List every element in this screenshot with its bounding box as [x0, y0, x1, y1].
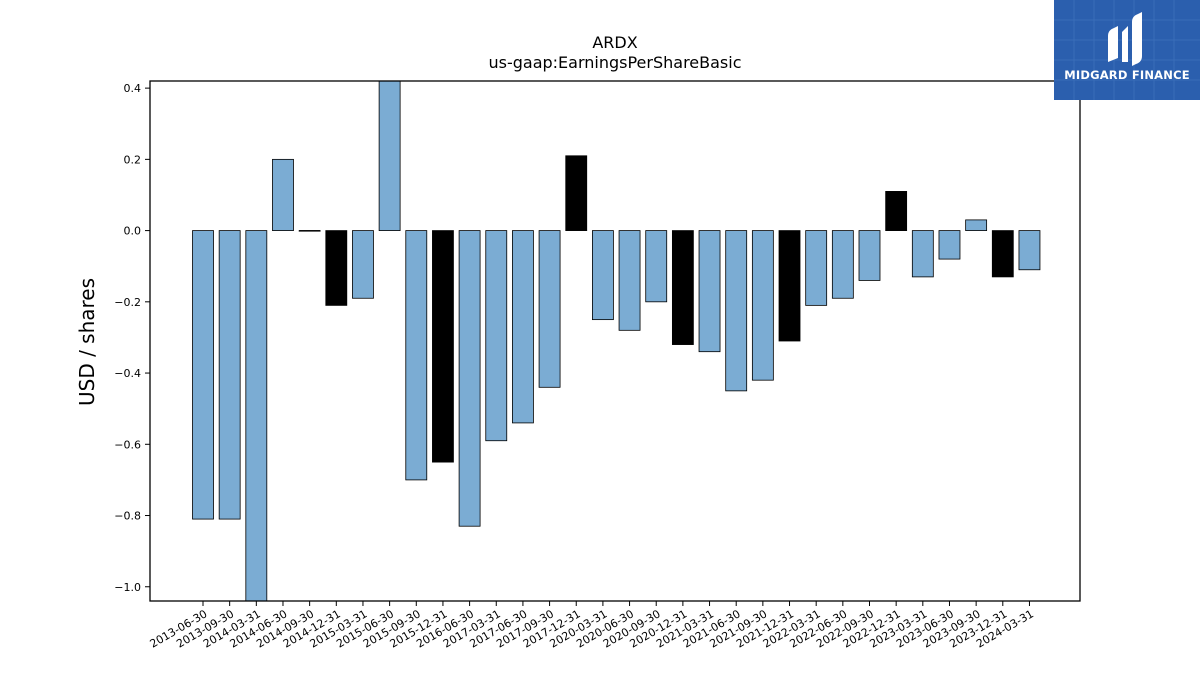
bar-2013-06-30	[192, 230, 214, 520]
bar-2013-09-30	[218, 230, 241, 520]
y-tick-label: −0.2	[114, 296, 141, 309]
chart-subtitle: us-gaap:EarningsPerShareBasic	[488, 53, 741, 72]
bar-2015-03-31	[352, 230, 374, 299]
bar-2015-06-30	[378, 80, 401, 231]
y-tick-label: 0.2	[124, 153, 142, 166]
bar-2017-12-31	[565, 155, 588, 231]
bar-2020-03-31	[592, 230, 614, 321]
x-axis: 2013-06-302013-09-302014-03-312014-06-30…	[148, 601, 1036, 651]
bar-2015-12-31	[432, 230, 454, 463]
bar-2021-09-30	[751, 230, 774, 381]
plot-frame	[149, 80, 1081, 602]
bar-2022-06-30	[831, 230, 854, 299]
bar-2022-12-31	[885, 191, 908, 231]
bar-2021-12-31	[778, 230, 801, 342]
bar-2020-06-30	[618, 230, 641, 331]
bar-2022-09-30	[858, 230, 881, 281]
bars-group	[192, 80, 1041, 602]
y-axis-label: USD / shares	[75, 278, 99, 406]
bar-2014-12-31	[325, 230, 348, 306]
bar-2014-03-31	[245, 230, 268, 602]
logo-mark-icon	[1108, 12, 1142, 66]
y-tick-label: −0.6	[114, 438, 141, 451]
bar-2023-12-31	[991, 230, 1014, 278]
bar-2022-03-31	[805, 230, 828, 306]
bar-2015-09-30	[405, 230, 428, 481]
bar-2020-09-30	[645, 230, 668, 303]
logo-grid-pattern	[1054, 0, 1200, 100]
y-tick-label: −0.8	[114, 510, 141, 523]
bar-2017-03-31	[485, 230, 508, 442]
bar-2016-06-30	[458, 230, 481, 527]
bar-2023-03-31	[911, 230, 934, 278]
bar-2020-12-31	[671, 230, 694, 345]
y-tick-label: −1.0	[114, 581, 141, 594]
bar-2017-06-30	[512, 230, 534, 424]
bar-2024-03-31	[1018, 230, 1041, 271]
logo-text: MIDGARD FINANCE	[1064, 68, 1190, 82]
bar-2023-06-30	[938, 230, 961, 260]
y-tick-label: −0.4	[114, 367, 141, 380]
chart-title: ARDX	[592, 33, 637, 52]
bar-2023-09-30	[965, 219, 988, 231]
bar-2017-09-30	[538, 230, 561, 388]
brand-logo: MIDGARD FINANCE	[1054, 0, 1200, 100]
bar-2021-03-31	[698, 230, 721, 353]
y-axis: 0.4 0.2 0.0 −0.2 −0.4 −0.6 −0.8 −1.0	[114, 82, 150, 594]
bar-2021-06-30	[725, 230, 748, 392]
bar-2014-06-30	[272, 158, 294, 231]
y-tick-label: 0.0	[124, 225, 142, 238]
y-tick-label: 0.4	[124, 82, 142, 95]
